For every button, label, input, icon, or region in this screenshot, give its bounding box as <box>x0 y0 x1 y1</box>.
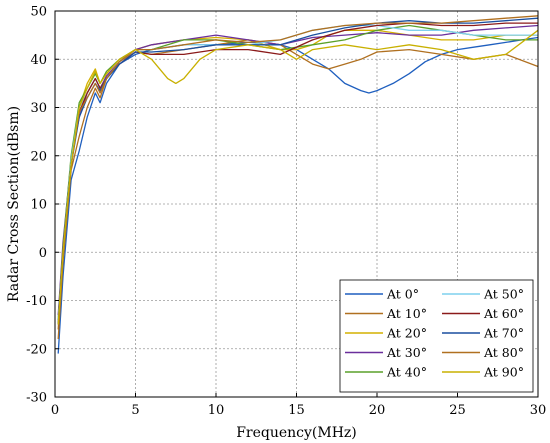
legend-label: At 70° <box>483 326 524 341</box>
x-tick-label: 0 <box>51 403 59 418</box>
series-line <box>57 17 539 325</box>
y-tick-label: -10 <box>26 294 47 309</box>
tick-labels: 0 5 10 15 20 25 30 -30 -20 -10 0 10 20 30 40 50 <box>26 5 546 419</box>
y-tick-label: -30 <box>26 391 47 406</box>
legend-label: At 50° <box>483 287 524 302</box>
series-line <box>57 15 539 330</box>
series-line <box>57 29 539 325</box>
x-tick-label: 30 <box>530 403 547 418</box>
legend-box <box>339 279 534 393</box>
legend-label: At 40° <box>386 365 427 380</box>
legend-label: At 80° <box>483 345 524 360</box>
y-tick-label: 0 <box>39 246 47 261</box>
legend: At 0° At 10° At 20° At 30° At 40° At 50° At 60… <box>339 279 534 393</box>
y-tick-label: 30 <box>30 101 47 116</box>
y-tick-label: -20 <box>26 342 47 357</box>
y-axis-label: Radar Cross Section(dBsm) <box>6 106 22 302</box>
x-tick-label: 25 <box>449 403 466 418</box>
y-tick-label: 40 <box>30 53 47 68</box>
legend-label: At 30° <box>386 345 427 360</box>
legend-label: At 0° <box>386 287 419 302</box>
y-tick-label: 20 <box>30 149 47 164</box>
y-tick-label: 50 <box>30 5 47 20</box>
series-line <box>57 22 538 325</box>
series-lines <box>57 15 539 354</box>
x-tick-label: 20 <box>369 403 386 418</box>
x-tick-label: 15 <box>288 403 305 418</box>
x-axis-label: Frequency(MHz) <box>236 425 357 441</box>
x-tick-label: 10 <box>208 403 225 418</box>
y-tick-label: 10 <box>30 198 47 213</box>
legend-label: At 20° <box>386 326 427 341</box>
x-tick-label: 5 <box>131 403 139 418</box>
legend-label: At 10° <box>386 306 427 321</box>
legend-label: At 90° <box>483 365 524 380</box>
legend-label: At 60° <box>483 306 524 321</box>
